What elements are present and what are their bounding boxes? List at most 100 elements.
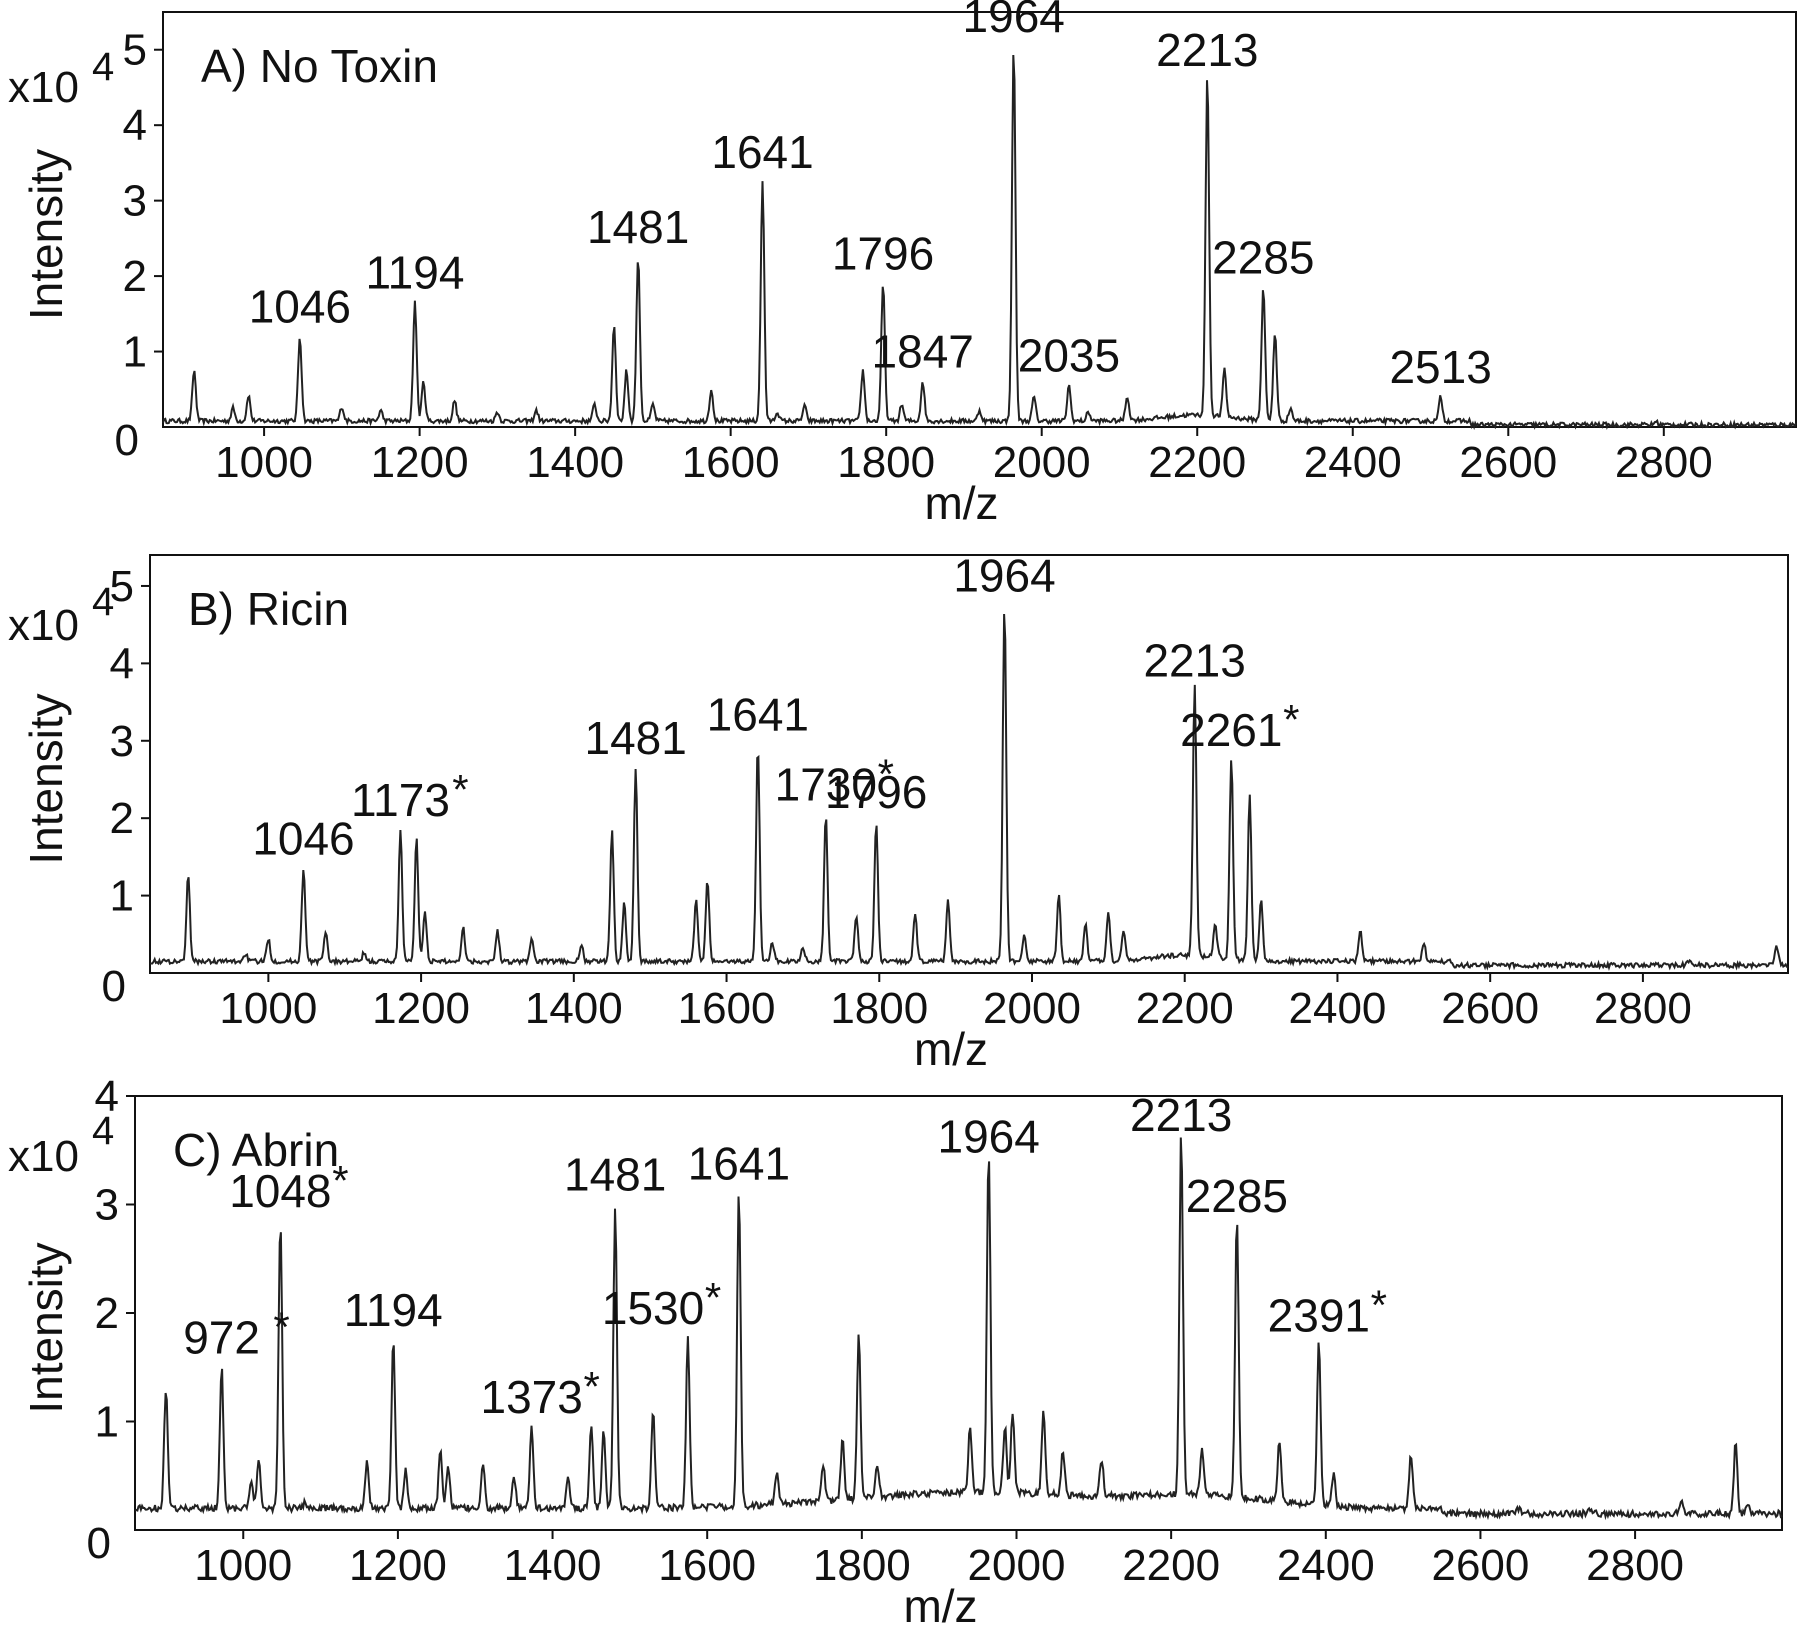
- peak-point: [279, 1220, 281, 1222]
- peak-point: [1013, 45, 1015, 47]
- y-tick-label: 4: [123, 101, 147, 150]
- peak-point: [1655, 417, 1657, 419]
- x-tick-label: 2600: [1431, 1541, 1529, 1590]
- x-tick-label: 1400: [504, 1541, 602, 1590]
- peak-point: [1262, 286, 1264, 288]
- y-axis-label: Intensity: [20, 1242, 72, 1413]
- peak-point: [802, 945, 804, 947]
- x-tick-label: 2200: [1148, 438, 1246, 487]
- peak-label: 1048: [229, 1165, 331, 1217]
- peak-point: [513, 1475, 515, 1477]
- peak-label: 1481: [564, 1149, 666, 1201]
- x-tick-label: 1800: [837, 438, 935, 487]
- peak-star: *: [273, 1303, 289, 1350]
- x-tick-label: 1000: [219, 984, 317, 1033]
- y-multiplier: x10: [8, 1132, 79, 1181]
- y-exponent: 4: [92, 45, 114, 89]
- peak-label: 1481: [587, 201, 689, 253]
- peak-label: 2261: [1180, 704, 1282, 756]
- x-tick-label: 2000: [993, 438, 1091, 487]
- peak-point: [706, 879, 708, 881]
- peak-label: 1194: [365, 247, 464, 299]
- peak-star: *: [878, 750, 894, 797]
- panel-title: B) Ricin: [188, 583, 349, 635]
- y-tick-label: 0: [115, 416, 139, 465]
- x-tick-label: 2800: [1615, 438, 1713, 487]
- peak-point: [1688, 957, 1690, 959]
- peak-label: 1964: [937, 1111, 1039, 1163]
- y-tick-label: 1: [95, 1398, 119, 1447]
- peak-star: *: [452, 766, 468, 813]
- x-tick-label: 1200: [349, 1541, 447, 1590]
- peak-label: 1530: [602, 1282, 704, 1334]
- peak-label: 1373: [480, 1371, 582, 1423]
- peak-point: [738, 1193, 740, 1195]
- peak-point: [875, 821, 877, 823]
- peak-label: 1194: [344, 1284, 443, 1336]
- x-tick-label: 2600: [1459, 438, 1557, 487]
- peak-point: [447, 1464, 449, 1466]
- panel-b: 1000 1200 1400 1600 1800 2000 2200 2400 2600 2800…: [8, 549, 1789, 1075]
- x-axis-label: m/z: [914, 1023, 988, 1075]
- peak-point: [1410, 1453, 1412, 1455]
- y-tick-label: 3: [110, 717, 134, 766]
- x-axis-label: m/z: [903, 1580, 977, 1632]
- x-tick-label: 1200: [372, 984, 470, 1033]
- peak-label: 2391: [1268, 1290, 1370, 1342]
- y-tick-label: 3: [123, 177, 147, 226]
- x-tick-label: 1600: [678, 984, 776, 1033]
- x-tick-label: 2600: [1441, 984, 1539, 1033]
- x-tick-label: 2400: [1304, 438, 1402, 487]
- spectrum-line: [149, 613, 1789, 972]
- peak-point: [1107, 910, 1109, 912]
- x-tick-label: 2400: [1277, 1541, 1375, 1590]
- peak-star: *: [583, 1363, 599, 1410]
- peak-star: *: [1283, 696, 1299, 743]
- y-axis-label: Intensity: [20, 693, 72, 864]
- y-tick-label: 1: [123, 328, 147, 377]
- peak-label: 2285: [1212, 231, 1314, 283]
- peak-label: 2213: [1156, 24, 1258, 76]
- peak-label: 1641: [688, 1138, 790, 1190]
- peak-point: [1518, 1502, 1520, 1504]
- x-tick-label: 1600: [682, 438, 780, 487]
- peak-point: [567, 1475, 569, 1477]
- peak-point: [635, 767, 637, 769]
- x-tick-label: 2200: [1122, 1541, 1220, 1590]
- peak-label: 1796: [832, 228, 934, 280]
- peak-point: [1776, 941, 1778, 943]
- x-tick-label: 1000: [194, 1541, 292, 1590]
- y-tick-label: 5: [123, 26, 147, 75]
- x-tick-label: 1600: [658, 1541, 756, 1590]
- peak-label: 1046: [249, 280, 351, 332]
- x-tick-label: 2800: [1586, 1541, 1684, 1590]
- peak-point: [416, 837, 418, 839]
- peak-label: 2513: [1389, 341, 1491, 393]
- peak-point: [187, 875, 189, 877]
- y-axis-label: Intensity: [20, 149, 72, 320]
- peak-point: [267, 937, 269, 939]
- spectrum-line: [162, 54, 1797, 431]
- peak-point: [1735, 1437, 1737, 1439]
- y-tick-label: 2: [123, 252, 147, 301]
- y-multiplier: x10: [8, 63, 79, 112]
- peak-point: [221, 1366, 223, 1368]
- x-tick-label: 1400: [526, 438, 624, 487]
- peak-label: 1730: [775, 758, 877, 810]
- peak-star: *: [1371, 1282, 1387, 1329]
- x-tick-label: 1800: [813, 1541, 911, 1590]
- panel-title: C) Abrin: [173, 1124, 339, 1176]
- peak-point: [1274, 332, 1276, 334]
- peak-star: *: [332, 1157, 348, 1204]
- x-tick-label: 2200: [1136, 984, 1234, 1033]
- y-multiplier: x10: [8, 601, 79, 650]
- peak-label: 1481: [585, 712, 687, 764]
- plot-frame: [162, 11, 1797, 428]
- y-tick-label: 3: [95, 1181, 119, 1230]
- plot-frame: [149, 554, 1789, 974]
- peak-label: 1173: [351, 774, 450, 826]
- peak-point: [299, 335, 301, 337]
- peak-point: [1680, 1496, 1682, 1498]
- x-tick-label: 2000: [983, 984, 1081, 1033]
